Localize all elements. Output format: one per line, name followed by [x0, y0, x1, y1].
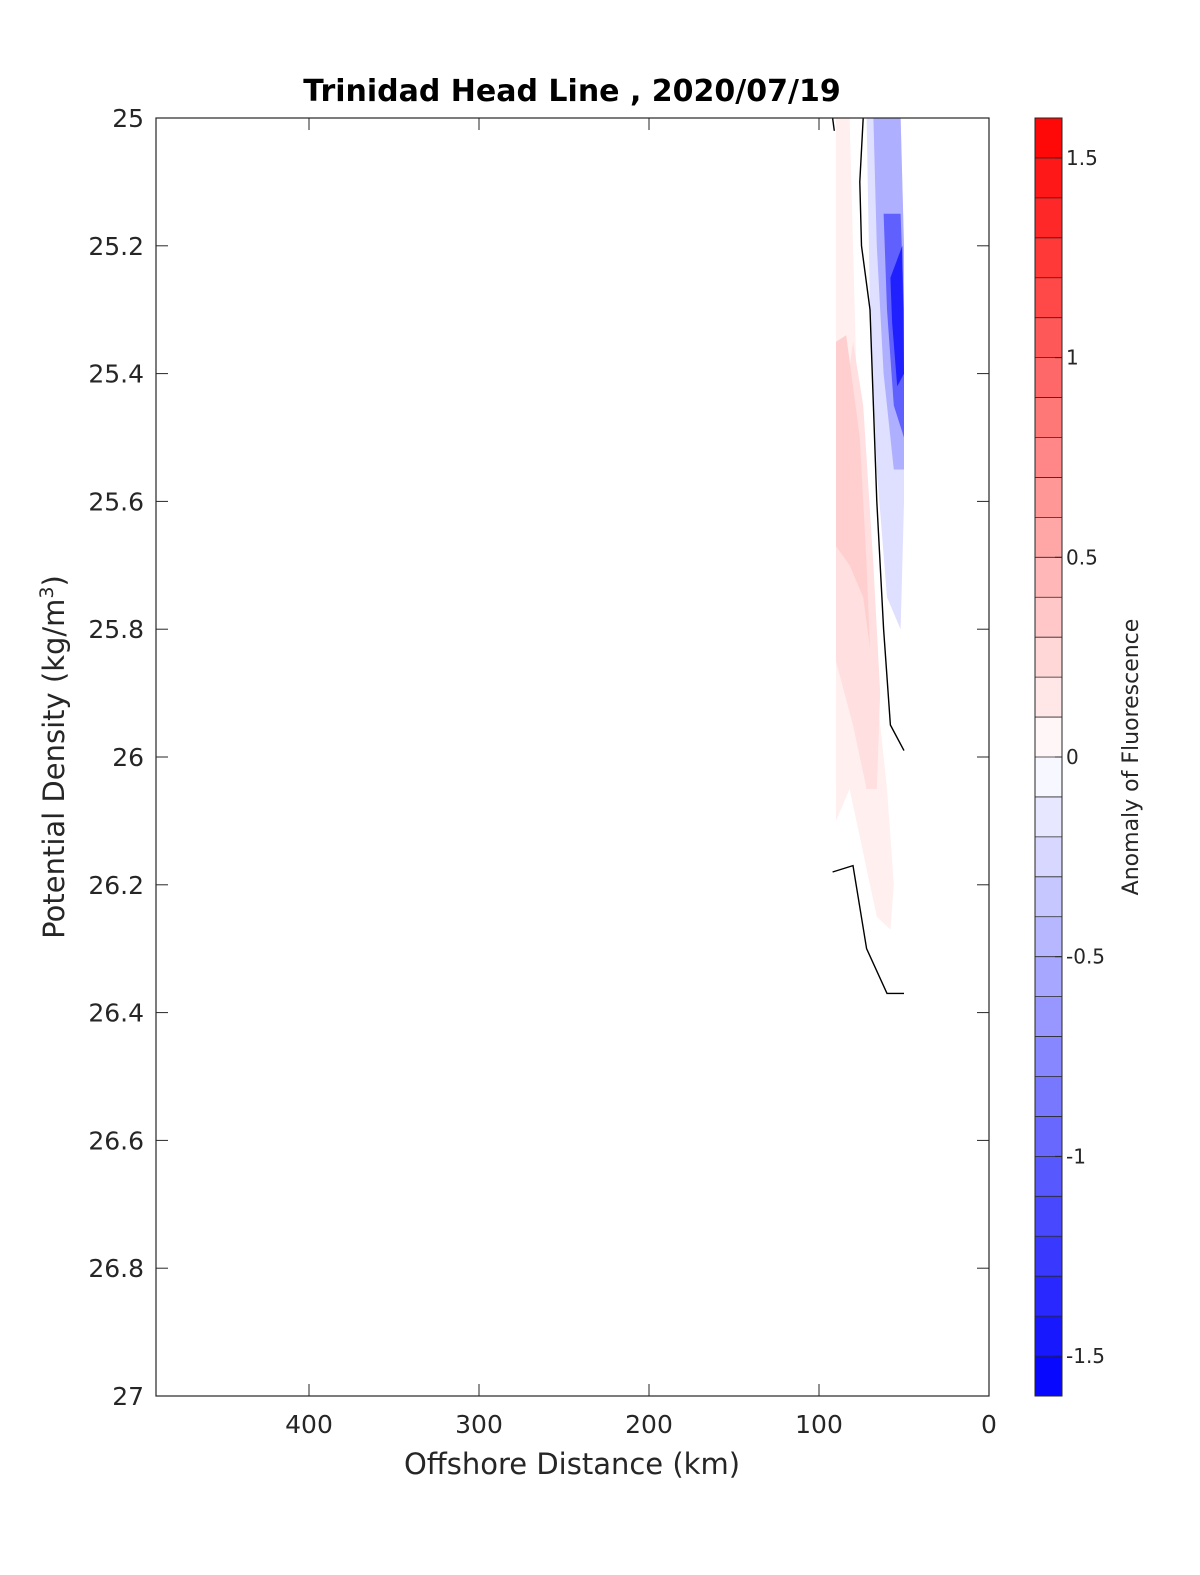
x-tick-label: 0	[981, 1410, 997, 1439]
contour-fills	[836, 118, 904, 930]
colorbar-band	[1035, 1036, 1062, 1077]
y-tick-label: 26.8	[88, 1254, 144, 1283]
chart-title: Trinidad Head Line , 2020/07/19	[303, 74, 840, 109]
colorbar-band	[1035, 477, 1062, 518]
zero-contour-line-0	[831, 118, 835, 131]
colorbar-band	[1035, 277, 1062, 319]
y-tick-labels: 25 25.2 25.4 25.6 25.8 26 26.2 26.4 26.6 26.8 27	[88, 104, 144, 1411]
colorbar-tick-label: -1.5	[1066, 1344, 1105, 1368]
colorbar-tick-label: -0.5	[1066, 945, 1105, 969]
colorbar-band	[1035, 677, 1062, 718]
colorbar-band	[1035, 796, 1062, 838]
colorbar-band	[1035, 1196, 1062, 1237]
x-tick-label: 400	[285, 1410, 333, 1439]
y-tick-label: 26.4	[88, 999, 144, 1028]
colorbar-tick-label: 1	[1066, 346, 1079, 370]
plot-area	[155, 117, 990, 1397]
y-axis-label: Potential Density (kg/m3)	[36, 575, 71, 939]
y-axis-label-superscript: 3	[36, 586, 58, 598]
colorbar-band	[1035, 637, 1062, 678]
colorbar-band	[1035, 1116, 1062, 1157]
colorbar-band	[1035, 1076, 1062, 1117]
y-tick-label: 26.2	[88, 871, 144, 900]
y-tick-label: 26	[112, 743, 144, 772]
colorbar-label: Anomaly of Fluorescence	[1119, 619, 1144, 896]
colorbar-bands	[1035, 118, 1062, 1397]
y-axis-label-main: Potential Density (kg/m	[37, 599, 71, 939]
y-tick-label: 25.6	[88, 487, 144, 516]
colorbar-tick-label: 1.5	[1066, 146, 1098, 170]
colorbar-band	[1035, 437, 1062, 478]
y-tick-label: 25	[112, 104, 144, 133]
y-tick-label: 25.4	[88, 360, 144, 389]
x-tick-labels: 400 300 200 100 0	[285, 1410, 997, 1439]
colorbar-band	[1035, 916, 1062, 958]
colorbar-band	[1035, 1236, 1062, 1277]
y-tick-label: 26.6	[88, 1126, 144, 1155]
colorbar-band	[1035, 717, 1062, 758]
y-axis-label-suffix: )	[37, 575, 71, 586]
colorbar-band	[1035, 1316, 1062, 1357]
axis-ticks	[156, 117, 990, 1397]
colorbar-tick-label: 0.5	[1066, 545, 1098, 569]
colorbar-band	[1035, 836, 1062, 878]
colorbar-band	[1035, 757, 1062, 798]
colorbar-band	[1035, 557, 1062, 598]
colorbar-band	[1035, 1276, 1062, 1317]
colorbar-band	[1035, 1356, 1062, 1397]
x-tick-label: 100	[795, 1410, 843, 1439]
colorbar-band	[1035, 237, 1062, 279]
y-tick-label: 25.8	[88, 615, 144, 644]
colorbar-tick-label: 0	[1066, 745, 1079, 769]
contour-lines	[831, 118, 905, 995]
colorbar-band	[1035, 1156, 1062, 1197]
colorbar-tick-label: -1	[1066, 1144, 1086, 1168]
colorbar-band	[1035, 357, 1062, 399]
zero-contour-line-2	[832, 864, 904, 995]
y-tick-label: 25.2	[88, 232, 144, 261]
contour-region-2	[836, 335, 870, 649]
x-tick-label: 300	[455, 1410, 503, 1439]
colorbar-band	[1035, 517, 1062, 558]
colorbar: 1.5 1 0.5 0 -0.5 -1 -1.5	[1034, 117, 1105, 1397]
colorbar-band	[1035, 157, 1062, 199]
contour-region-0	[836, 118, 894, 930]
colorbar-band	[1035, 956, 1062, 998]
zero-contour-line-1	[859, 118, 905, 751]
x-axis-label: Offshore Distance (km)	[404, 1447, 740, 1481]
colorbar-band	[1035, 118, 1062, 159]
colorbar-band	[1035, 197, 1062, 239]
y-tick-label: 27	[112, 1382, 144, 1411]
colorbar-band	[1035, 317, 1062, 359]
x-tick-label: 200	[625, 1410, 673, 1439]
colorbar-ticks: 1.5 1 0.5 0 -0.5 -1 -1.5	[1055, 146, 1105, 1368]
colorbar-band	[1035, 876, 1062, 918]
colorbar-band	[1035, 597, 1062, 638]
colorbar-band	[1035, 996, 1062, 1038]
colorbar-band	[1035, 397, 1062, 438]
contour-region-6	[890, 245, 904, 387]
